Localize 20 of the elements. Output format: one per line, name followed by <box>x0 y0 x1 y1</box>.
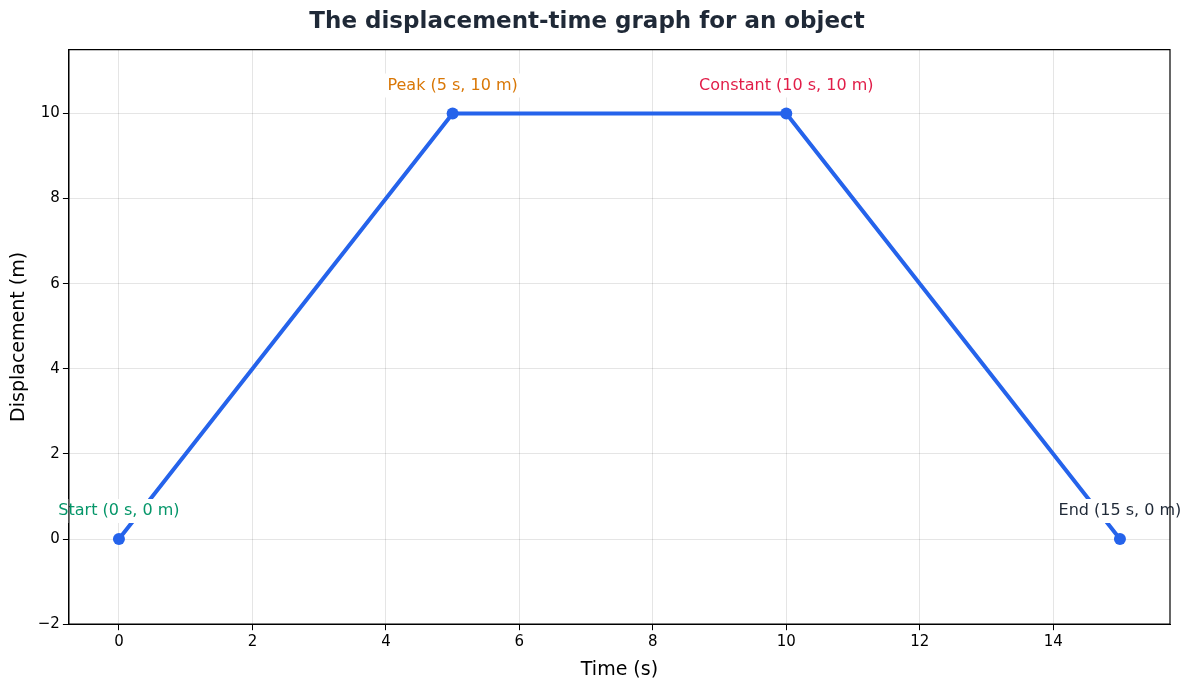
y-tick-label: 6 <box>50 273 60 292</box>
y-tick-label: 8 <box>50 188 60 207</box>
y-tick-label: 4 <box>50 358 60 377</box>
x-tick-label: 8 <box>648 632 658 651</box>
chart-title: The displacement-time graph for an object <box>309 6 865 33</box>
x-tick-label: 6 <box>514 632 525 651</box>
x-tick-label: 10 <box>776 632 796 651</box>
y-tick-label: −2 <box>37 614 60 633</box>
y-axis-title: Displacement (m) <box>6 251 29 422</box>
x-tick-label: 0 <box>114 632 124 651</box>
x-axis-title: Time (s) <box>579 656 659 679</box>
x-tick-label: 2 <box>247 632 258 651</box>
x-tick-label: 12 <box>910 632 930 651</box>
y-tick-label: 0 <box>50 528 60 547</box>
y-tick-label: 2 <box>50 443 60 462</box>
annotation: Peak (5 s, 10 m) <box>387 74 518 94</box>
annotation: Constant (10 s, 10 m) <box>699 74 874 94</box>
x-tick-label: 4 <box>381 632 391 651</box>
y-tick-label: 10 <box>40 103 60 122</box>
x-tick-label: 14 <box>1043 632 1063 651</box>
